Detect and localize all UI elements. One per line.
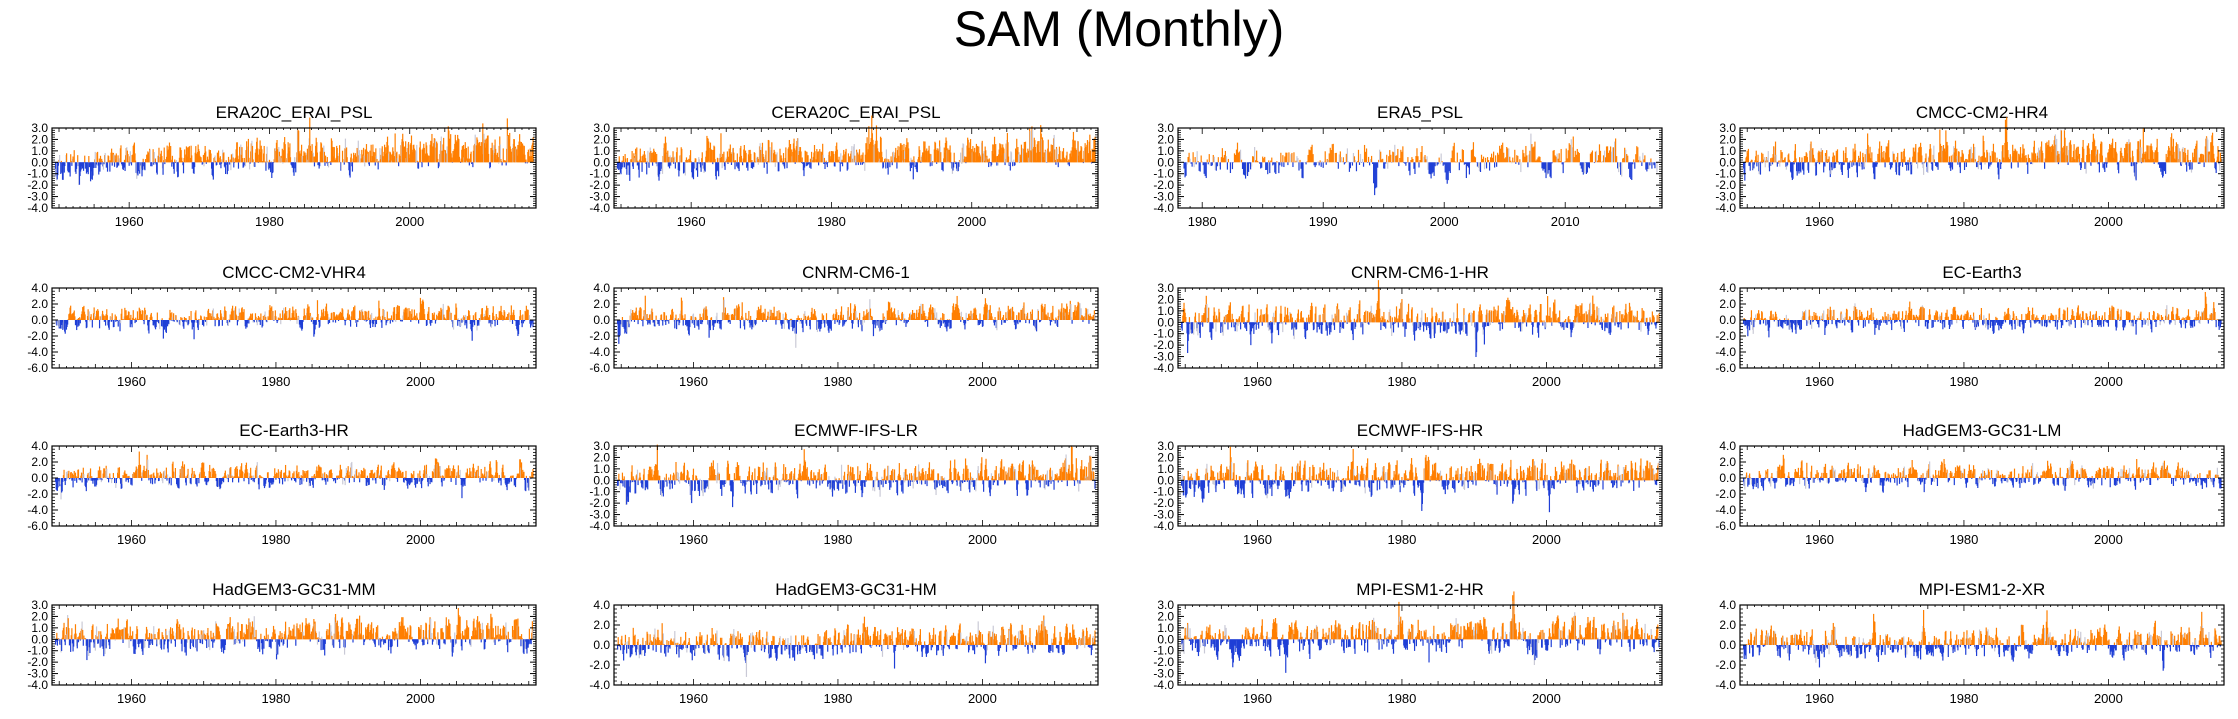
- y-tick-label: 0.0: [1157, 155, 1174, 169]
- y-tick-label: 2.0: [31, 132, 48, 146]
- y-tick-label: -2.0: [1153, 178, 1174, 192]
- y-tick-label: 2.0: [593, 132, 610, 146]
- subplot-1: ERA20C_ERAI_PSL 3.02.01.00.0-1.0-2.0-3.0-…: [27, 103, 537, 229]
- y-tick-label: 1.0: [31, 144, 48, 158]
- y-tick-label: -1.0: [27, 167, 48, 181]
- plot-frame: [51, 127, 537, 209]
- y-tick-label: 2.0: [31, 297, 48, 311]
- bar-series: [1183, 133, 1658, 196]
- y-tick-label: -2.0: [589, 178, 610, 192]
- y-tick-label: -3.0: [1715, 190, 1736, 204]
- bar-series: [55, 297, 534, 341]
- x-tick-label: 1960: [117, 374, 146, 389]
- y-tick-label: 2.0: [1719, 132, 1736, 146]
- y-tick-label: 1.0: [1719, 144, 1736, 158]
- y-tick-label: 2.0: [1157, 132, 1174, 146]
- y-tick-label: -3.0: [589, 190, 610, 204]
- x-tick-label: 1980: [1188, 214, 1217, 229]
- y-tick-label: -4.0: [27, 345, 48, 359]
- x-tick-label: 2000: [2094, 214, 2123, 229]
- y-tick-label: -1.0: [1153, 167, 1174, 181]
- subplot-5: CMCC-CM2-VHR4 4.0 2.0 0.0 -2.0 -4.0 -6.0 1960 19…: [27, 263, 537, 389]
- y-tick-label: -4.0: [27, 201, 48, 215]
- y-tick-label: 3.0: [1157, 121, 1174, 135]
- figure-title: SAM (Monthly): [0, 0, 2238, 58]
- y-tick-label: -1.0: [589, 167, 610, 181]
- y-tick-label: 4.0: [31, 281, 48, 295]
- x-tick-label: 1980: [255, 214, 284, 229]
- y-tick-label: 0.0: [31, 313, 48, 327]
- y-tick-label: 3.0: [31, 121, 48, 135]
- subplot-title: ERA5_PSL: [1377, 103, 1463, 122]
- x-tick-label: 1990: [1309, 214, 1338, 229]
- x-tick-label: 1960: [115, 214, 144, 229]
- x-tick-label: 2000: [406, 374, 435, 389]
- y-tick-label: -4.0: [1715, 201, 1736, 215]
- y-tick-label: -4.0: [589, 201, 610, 215]
- subplot-4: CMCC-CM2-HR4 3.02.01.00.0-1.0-2.0-3.0-4.0…: [1715, 103, 2225, 229]
- plot-frame: [613, 127, 1099, 209]
- x-tick-label: 1980: [817, 214, 846, 229]
- subplot-title: CERA20C_ERAI_PSL: [771, 103, 940, 122]
- x-tick-label: 1980: [261, 374, 290, 389]
- y-tick-label: 1.0: [593, 144, 610, 158]
- x-tick-label: 2010: [1551, 214, 1580, 229]
- x-tick-label: 1960: [1805, 214, 1834, 229]
- x-tick-label: 2000: [395, 214, 424, 229]
- bar-series: [1743, 117, 2222, 181]
- y-tick-label: -1.0: [1715, 167, 1736, 181]
- subplot-title: ERA20C_ERAI_PSL: [216, 103, 373, 122]
- subplot-title: CNRM-CM6-1: [802, 263, 910, 282]
- x-tick-label: 1960: [677, 214, 706, 229]
- y-tick-label: 3.0: [1719, 121, 1736, 135]
- y-tick-label: 0.0: [593, 155, 610, 169]
- x-tick-label: 2000: [957, 214, 986, 229]
- subplot-title: CMCC-CM2-HR4: [1916, 103, 2048, 122]
- plot-frame: [1739, 127, 2225, 209]
- y-tick-label: -2.0: [1715, 178, 1736, 192]
- bar-series: [54, 117, 534, 186]
- subplot-title: CMCC-CM2-VHR4: [222, 263, 366, 282]
- y-tick-label: -3.0: [1153, 190, 1174, 204]
- y-tick-label: -4.0: [1153, 201, 1174, 215]
- bar-series: [616, 115, 1096, 181]
- x-tick-label: 2000: [1430, 214, 1459, 229]
- bar-series: [617, 295, 1096, 348]
- y-tick-label: 0.0: [31, 155, 48, 169]
- y-tick-label: 3.0: [593, 121, 610, 135]
- subplot-2: CERA20C_ERAI_PSL 3.02.01.00.0-1.0-2.0-3.0…: [589, 103, 1099, 229]
- y-tick-label: -2.0: [27, 329, 48, 343]
- y-tick-label: -2.0: [27, 178, 48, 192]
- y-tick-label: -3.0: [27, 190, 48, 204]
- subplot-3: ERA5_PSL 3.02.01.00.0-1.0-2.0-3.0-4.0 1980…: [1153, 103, 1663, 229]
- y-tick-label: 0.0: [1719, 155, 1736, 169]
- y-tick-label: -6.0: [27, 361, 48, 375]
- y-tick-label: 1.0: [1157, 144, 1174, 158]
- plot-frame: [51, 287, 537, 369]
- x-tick-label: 1980: [1949, 214, 1978, 229]
